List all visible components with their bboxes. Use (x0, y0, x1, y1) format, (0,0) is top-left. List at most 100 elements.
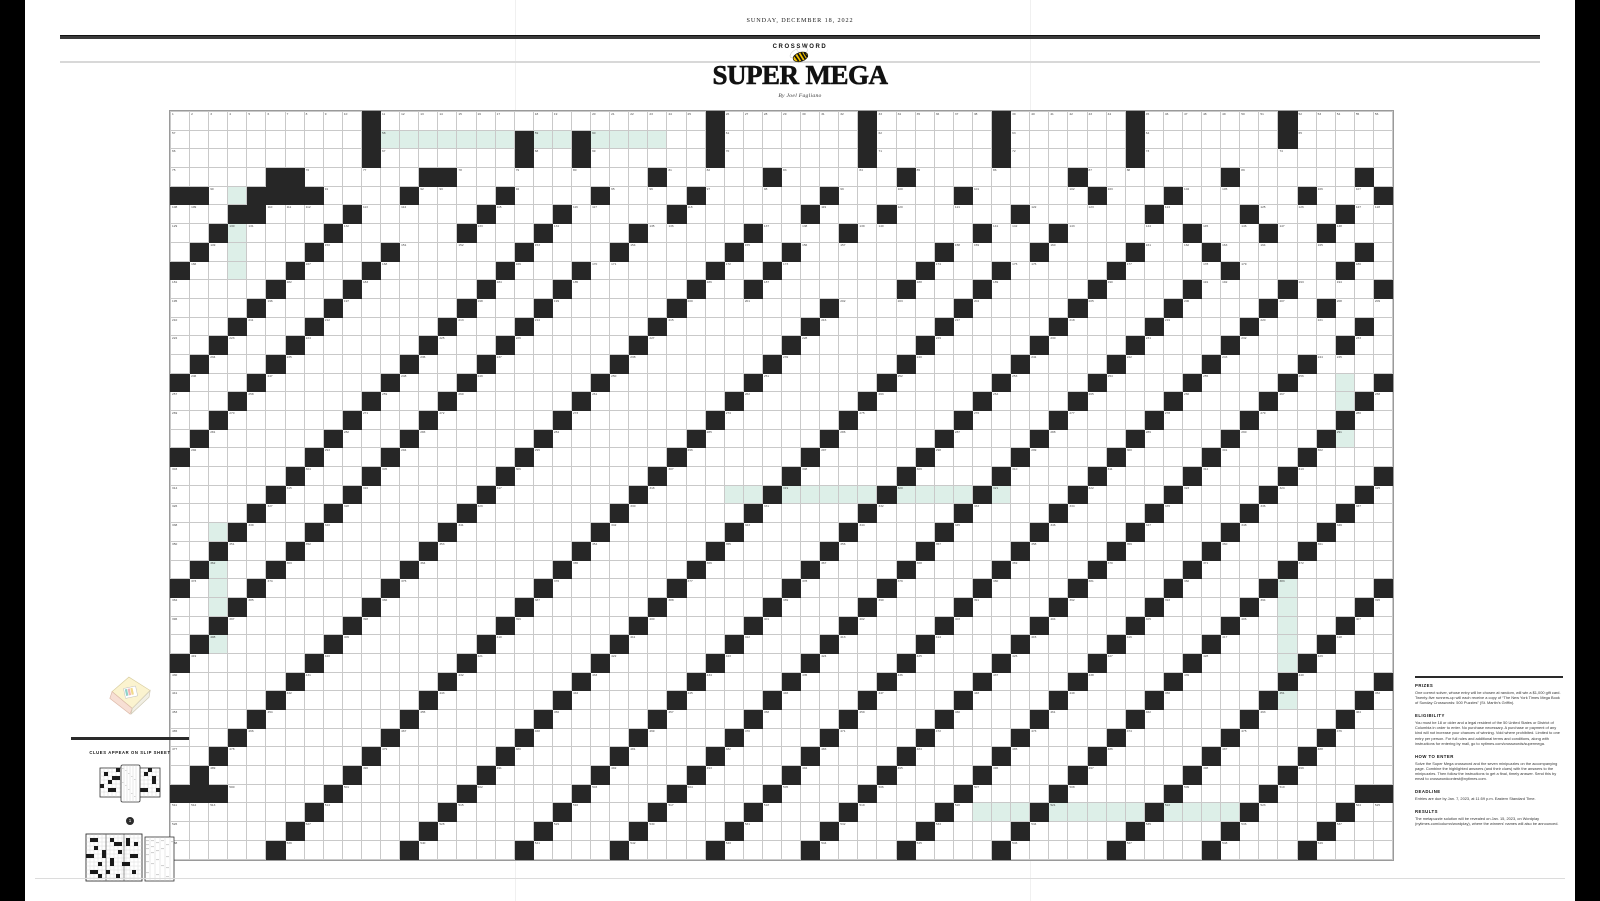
grid-cell[interactable]: 476 (1334, 727, 1355, 748)
grid-cell[interactable] (685, 821, 706, 841)
grid-cell[interactable]: 43 (1086, 111, 1107, 131)
grid-cell[interactable] (246, 353, 267, 374)
grid-cell[interactable] (590, 466, 611, 486)
grid-cell[interactable] (227, 447, 248, 468)
grid-cell[interactable]: 270 (227, 410, 248, 430)
grid-cell[interactable]: 379 (895, 578, 916, 598)
grid-cell[interactable] (570, 466, 592, 486)
grid-cell[interactable] (857, 540, 878, 561)
grid-cell[interactable]: 152 (456, 241, 477, 262)
grid-cell[interactable] (914, 428, 935, 449)
grid-cell[interactable] (1105, 765, 1126, 785)
grid-cell[interactable]: 455 (418, 709, 439, 729)
grid-cell-highlighted[interactable] (1277, 615, 1298, 636)
grid-cell[interactable] (991, 634, 1012, 654)
grid-cell[interactable]: 422 (609, 652, 630, 673)
grid-cell[interactable] (991, 241, 1012, 262)
grid-cell[interactable] (532, 522, 553, 542)
grid-cell[interactable] (1315, 503, 1336, 524)
grid-cell[interactable] (971, 727, 993, 748)
grid-cell[interactable] (647, 447, 668, 468)
grid-cell[interactable] (1201, 204, 1222, 225)
grid-cell[interactable] (1372, 428, 1394, 449)
grid-cell[interactable] (1010, 484, 1031, 505)
grid-cell[interactable]: 343 (742, 522, 763, 542)
grid-cell[interactable] (742, 671, 763, 692)
grid-cell[interactable]: 505 (780, 783, 802, 804)
grid-cell[interactable] (1086, 821, 1107, 841)
grid-cell[interactable] (628, 185, 649, 206)
grid-cell[interactable] (1353, 372, 1374, 393)
grid-cell[interactable] (360, 353, 382, 374)
grid-cell[interactable]: 349 (1334, 522, 1355, 542)
grid-cell[interactable] (1124, 372, 1145, 393)
grid-cell[interactable] (570, 447, 592, 468)
grid-cell[interactable] (418, 783, 439, 804)
grid-cell[interactable] (723, 185, 744, 206)
grid-cell[interactable] (380, 615, 401, 636)
grid-cell[interactable] (857, 652, 878, 673)
grid-cell[interactable] (1181, 690, 1203, 710)
grid-cell[interactable] (952, 223, 973, 243)
grid-cell[interactable]: 118 (685, 204, 706, 225)
grid-cell[interactable]: 154 (628, 241, 649, 262)
grid-cell[interactable] (914, 503, 935, 524)
grid-cell[interactable]: 131 (246, 223, 267, 243)
grid-cell[interactable] (723, 615, 744, 636)
grid-cell[interactable] (208, 279, 229, 299)
grid-cell[interactable] (1239, 447, 1260, 468)
grid-cell[interactable]: 524 (1353, 802, 1374, 823)
grid-cell[interactable] (1143, 727, 1164, 748)
grid-cell[interactable]: 123 (1086, 204, 1107, 225)
grid-cell[interactable] (1353, 279, 1374, 299)
grid-cell[interactable] (1048, 391, 1069, 411)
grid-cell[interactable] (819, 353, 840, 374)
grid-cell[interactable] (399, 615, 420, 636)
grid-cell[interactable]: 146 (1239, 223, 1260, 243)
grid-cell[interactable] (227, 428, 248, 449)
grid-cell[interactable]: 245 (1334, 353, 1355, 374)
grid-cell[interactable] (1086, 596, 1107, 617)
grid-cell[interactable]: 347 (1143, 522, 1164, 542)
grid-cell[interactable] (1296, 148, 1317, 169)
grid-cell[interactable] (437, 466, 458, 486)
grid-cell[interactable] (1372, 223, 1394, 243)
grid-cell[interactable]: 94 (513, 185, 534, 206)
grid-cell[interactable] (819, 615, 840, 636)
grid-cell[interactable] (341, 316, 362, 337)
grid-cell[interactable]: 82 (704, 167, 725, 187)
grid-cell[interactable] (1220, 391, 1241, 411)
grid-cell[interactable]: 32 (838, 111, 859, 131)
grid-cell[interactable] (227, 484, 248, 505)
grid-cell[interactable]: 226 (513, 335, 534, 355)
grid-cell[interactable] (609, 428, 630, 449)
grid-cell[interactable] (475, 335, 496, 355)
grid-cell[interactable] (1258, 335, 1279, 355)
grid-cell-highlighted[interactable] (1086, 802, 1107, 823)
grid-cell[interactable] (647, 765, 668, 785)
grid-cell[interactable] (914, 615, 935, 636)
grid-cell[interactable] (322, 484, 343, 505)
grid-cell[interactable]: 333 (971, 503, 993, 524)
grid-cell[interactable] (360, 690, 382, 710)
grid-cell[interactable] (952, 279, 973, 299)
grid-cell[interactable] (971, 466, 993, 486)
grid-cell[interactable] (819, 503, 840, 524)
grid-cell[interactable]: 282 (341, 428, 362, 449)
grid-cell[interactable]: 479 (380, 746, 401, 767)
grid-cell[interactable] (1334, 765, 1355, 785)
grid-cell[interactable] (1162, 372, 1183, 393)
grid-cell[interactable] (628, 372, 649, 393)
grid-cell[interactable] (761, 316, 783, 337)
grid-cell[interactable] (189, 167, 210, 187)
grid-cell[interactable]: 344 (857, 522, 878, 542)
grid-cell[interactable] (609, 821, 630, 841)
grid-cell[interactable] (341, 129, 362, 150)
grid-cell[interactable] (1181, 615, 1203, 636)
grid-cell[interactable] (685, 634, 706, 654)
grid-cell[interactable]: 276 (971, 410, 993, 430)
grid-cell[interactable]: 437 (991, 671, 1012, 692)
grid-cell[interactable] (609, 167, 630, 187)
grid-cell[interactable] (1105, 783, 1126, 804)
grid-cell[interactable] (360, 709, 382, 729)
